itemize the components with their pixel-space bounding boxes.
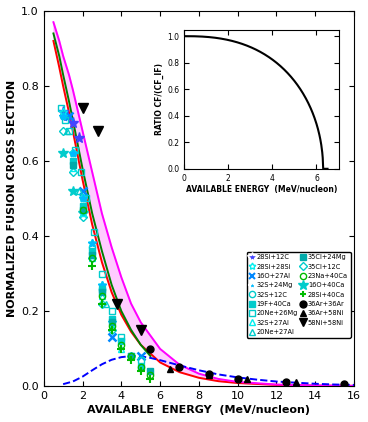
Legend: 28Si+12C, 28Si+28Si, 16O+27Al, 32S+24Mg, 32S+12C, 19F+40Ca, 20Ne+26Mg, 32S+27Al,: 28Si+12C, 28Si+28Si, 16O+27Al, 32S+24Mg,…: [247, 252, 351, 338]
Y-axis label: RATIO CF/(CF_IF): RATIO CF/(CF_IF): [155, 63, 164, 135]
Y-axis label: NORMALIZED FUSION CROSS SECTION: NORMALIZED FUSION CROSS SECTION: [7, 80, 17, 317]
X-axis label: AVAILABLE  ENERGY  (MeV/nucleon): AVAILABLE ENERGY (MeV/nucleon): [87, 405, 310, 415]
X-axis label: AVAILABLE ENERGY  (MeV/nucleon): AVAILABLE ENERGY (MeV/nucleon): [185, 185, 337, 195]
